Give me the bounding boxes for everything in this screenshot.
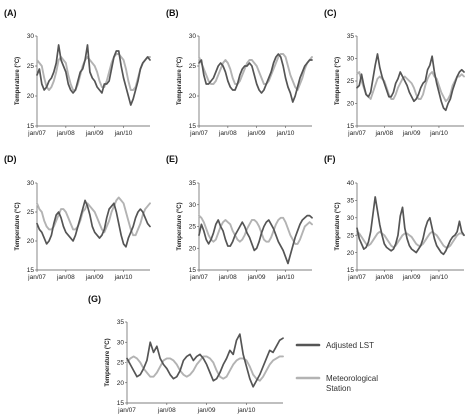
panel-g: (G) 15 20 25 30 35 jan/07 jan/08 jan/09 jan/10 Tem… xyxy=(88,294,284,414)
series-line-adjusted xyxy=(198,214,313,265)
series-line-adjusted xyxy=(36,44,151,106)
series-line-station xyxy=(198,53,313,91)
x-tick-label: jan/10 xyxy=(276,274,295,281)
y-tick-label: 25 xyxy=(347,232,355,239)
y-tick-label: 15 xyxy=(117,400,125,407)
x-tick-label: jan/10 xyxy=(276,130,295,137)
x-tick-label: jan/09 xyxy=(402,130,421,137)
y-tick-label: 40 xyxy=(347,180,355,187)
y-tick-label: 25 xyxy=(189,224,197,231)
panel-label: (B) xyxy=(166,8,179,18)
x-tick-label: jan/10 xyxy=(114,274,133,281)
panel-f: (F) 15 20 25 30 35 40 jan/07 jan/08 jan/09 jan/10 T… xyxy=(324,154,465,281)
series-line-station xyxy=(198,214,313,245)
y-tick-label: 20 xyxy=(347,101,355,108)
legend-label: Meteorological xyxy=(326,374,378,383)
y-tick-label: 20 xyxy=(117,380,125,387)
y-axis-title: Temperature (°C) xyxy=(15,57,21,105)
x-tick-label: jan/10 xyxy=(114,130,133,137)
y-tick-label: 15 xyxy=(347,267,355,274)
series-line-station xyxy=(356,71,465,103)
x-tick-label: jan/08 xyxy=(157,407,176,414)
panel-e: (E) 15 20 25 30 35 jan/07 jan/08 jan/09 jan/10 Tem… xyxy=(166,154,313,281)
y-tick-label: 20 xyxy=(347,250,355,257)
x-tick-label: jan/07 xyxy=(189,274,208,281)
panel-b: (B) 15 20 25 30 jan/07 jan/08 jan/09 jan/10 Tempe… xyxy=(166,8,313,137)
x-tick-label: jan/09 xyxy=(85,130,104,137)
series-line-station xyxy=(36,53,151,91)
x-tick-label: jan/08 xyxy=(218,274,237,281)
panel-label: (E) xyxy=(166,154,178,164)
x-tick-label: jan/07 xyxy=(27,274,46,281)
x-tick-label: jan/08 xyxy=(374,274,393,281)
y-tick-label: 25 xyxy=(189,63,197,70)
y-tick-label: 25 xyxy=(27,209,35,216)
y-tick-label: 20 xyxy=(189,93,197,100)
x-tick-label: jan/07 xyxy=(347,130,366,137)
y-tick-label: 15 xyxy=(189,267,197,274)
y-tick-label: 20 xyxy=(27,238,35,245)
panel-a: (A) 15 20 25 30 jan/07 jan/08 jan/09 jan/10 Tempe… xyxy=(4,8,151,137)
x-tick-label: jan/09 xyxy=(402,274,421,281)
y-tick-label: 25 xyxy=(347,78,355,85)
x-tick-label: jan/08 xyxy=(56,130,75,137)
x-tick-label: jan/08 xyxy=(374,130,393,137)
series-line-adjusted xyxy=(356,53,465,112)
y-tick-label: 30 xyxy=(189,33,197,40)
x-tick-label: jan/07 xyxy=(27,130,46,137)
y-tick-label: 35 xyxy=(347,33,355,40)
x-tick-label: jan/07 xyxy=(189,130,208,137)
panel-label: (C) xyxy=(324,8,337,18)
series-line-adjusted xyxy=(198,53,313,103)
y-tick-label: 30 xyxy=(347,215,355,222)
panel-label: (A) xyxy=(4,8,17,18)
x-tick-label: jan/08 xyxy=(218,130,237,137)
y-tick-label: 25 xyxy=(27,63,35,70)
x-tick-label: jan/09 xyxy=(247,130,266,137)
y-tick-label: 30 xyxy=(347,56,355,63)
y-axis-title: Temperature (°C) xyxy=(15,202,21,250)
y-tick-label: 15 xyxy=(27,267,35,274)
series-line-adjusted xyxy=(36,199,151,248)
legend-label: Adjusted LST xyxy=(326,341,374,350)
x-tick-label: jan/08 xyxy=(56,274,75,281)
y-tick-label: 35 xyxy=(189,180,197,187)
y-tick-label: 15 xyxy=(27,123,35,130)
y-axis-title: Temperature (°C) xyxy=(177,202,183,250)
y-axis-title: Temperature (°C) xyxy=(335,202,341,250)
y-tick-label: 15 xyxy=(347,123,355,130)
y-tick-label: 35 xyxy=(347,198,355,205)
panel-label: (D) xyxy=(4,154,17,164)
x-tick-label: jan/07 xyxy=(347,274,366,281)
panel-d: (D) 15 20 25 30 jan/07 jan/08 jan/09 jan/10 Tempe… xyxy=(4,154,151,281)
y-tick-label: 20 xyxy=(189,245,197,252)
panel-c: (C) 15 20 25 30 35 jan/07 jan/08 jan/09 jan/10 Tem… xyxy=(324,8,465,137)
x-tick-label: jan/09 xyxy=(247,274,266,281)
y-axis-title: Temperature (°C) xyxy=(177,57,183,105)
y-axis-title: Temperature (°C) xyxy=(105,338,111,386)
series-line-adjusted xyxy=(126,333,284,388)
y-tick-label: 30 xyxy=(27,33,35,40)
y-tick-label: 30 xyxy=(189,202,197,209)
x-tick-label: jan/09 xyxy=(197,407,216,414)
x-tick-label: jan/10 xyxy=(429,130,448,137)
y-tick-label: 25 xyxy=(117,360,125,367)
series-line-station xyxy=(356,230,465,249)
panel-label: (G) xyxy=(88,294,101,304)
legend-label: Station xyxy=(326,384,351,393)
x-tick-label: jan/10 xyxy=(237,407,256,414)
y-tick-label: 15 xyxy=(189,123,197,130)
y-tick-label: 30 xyxy=(27,180,35,187)
y-tick-label: 30 xyxy=(117,339,125,346)
panel-label: (F) xyxy=(324,154,336,164)
x-tick-label: jan/10 xyxy=(429,274,448,281)
x-tick-label: jan/07 xyxy=(117,407,136,414)
y-axis-title: Temperature (°C) xyxy=(335,57,341,105)
y-tick-label: 20 xyxy=(27,93,35,100)
x-tick-label: jan/09 xyxy=(85,274,104,281)
y-tick-label: 35 xyxy=(117,319,125,326)
series-line-adjusted xyxy=(356,196,465,256)
